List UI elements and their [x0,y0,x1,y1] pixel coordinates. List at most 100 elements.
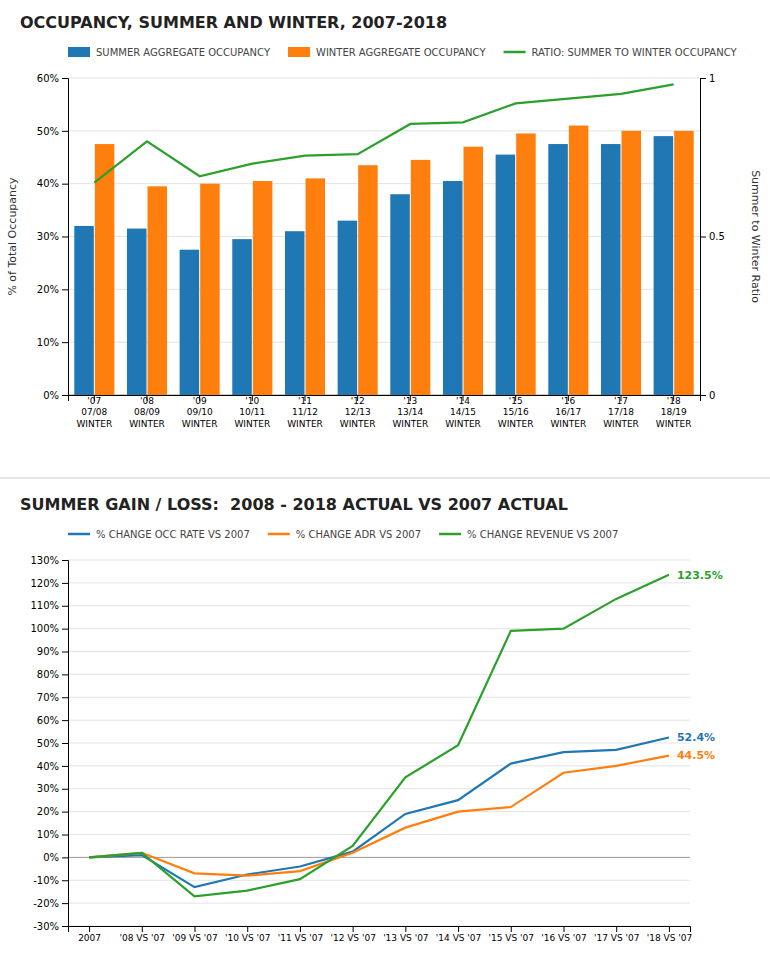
axis-line [701,79,707,396]
tick: '1010/11WINTER [234,395,270,429]
tick: 90% [37,646,68,657]
tick: '14 VS '07 [436,926,481,943]
legend-item: % CHANGE REVENUE VS 2007 [439,529,618,540]
tick-label: 50% [37,738,59,749]
tick-mark [62,184,68,185]
tick: '1515/16WINTER [498,395,534,429]
legend-label: % CHANGE REVENUE VS 2007 [467,529,618,540]
tick-mark [62,560,68,561]
tick: '11 VS '07 [278,926,323,943]
tick-label-line: WINTER [656,419,692,429]
tick: '1111/12WINTER [287,395,323,429]
legend-label: RATIO: SUMMER TO WINTER OCCUPANCY [532,47,738,58]
chart: OCCUPANCY, SUMMER AND WINTER, 2007-20180… [6,13,762,429]
tick-mark [62,743,68,744]
tick-label: '0808/09WINTER [129,396,165,429]
tick-mark [142,926,143,932]
tick-label: '1414/15WINTER [445,396,481,429]
y2-axis-title: Summer to Winter Ratio [749,170,762,303]
tick: 1 [700,73,715,84]
bar [253,181,273,395]
tick-label: 100% [30,623,59,634]
y-axis-title: % of Total Occupancy [6,177,19,296]
tick: '1414/15WINTER [445,395,481,429]
tick: -10% [33,875,68,886]
tick-mark [62,857,68,858]
axis-line [69,927,691,933]
tick-label: 120% [30,578,59,589]
tick-label: 60% [37,73,59,84]
tick: 60% [37,73,68,84]
tick-label-line: '12 [351,396,365,406]
chart-canvas: OCCUPANCY, SUMMER AND WINTER, 2007-20180… [0,0,770,971]
tick-label-line: 15/16 [503,407,529,417]
tick: 60% [37,715,68,726]
end-label: 52.4% [677,731,715,744]
tick: '13 VS '07 [383,926,428,943]
tick-label: -10% [33,875,59,886]
tick-label-line: '15 [509,396,523,406]
tick-label-line: 10/11 [239,407,265,417]
tick-label: 2007 [78,933,101,943]
tick-label-line: 07/08 [81,407,107,417]
tick-mark [62,926,68,927]
tick-mark [300,926,301,932]
tick-label: '0707/08WINTER [76,396,112,429]
grid-line [68,78,700,79]
legend-label: % CHANGE ADR VS 2007 [296,529,421,540]
tick-label-line: 12/13 [345,407,371,417]
tick-label-line: '16 [561,396,575,406]
tick: 10% [37,829,68,840]
tick-label: '1515/16WINTER [498,396,534,429]
tick: '1717/18WINTER [603,395,639,429]
tick-label: 40% [37,178,59,189]
tick-label: 40% [37,761,59,772]
grid-line [68,788,690,789]
tick-label: '0909/10WINTER [182,396,218,429]
tick-mark [62,674,68,675]
grid [68,78,700,395]
tick-label: 0 [709,390,715,401]
tick-label: '09 VS '07 [172,933,217,943]
grid-line [68,674,690,675]
legend-swatch [268,533,290,536]
tick-mark [62,606,68,607]
tick: '15 VS '07 [489,926,534,943]
grid-line [68,834,690,835]
tick: 0 [700,390,715,401]
tick-label: '18 VS '07 [647,933,692,943]
tick: -30% [33,921,68,932]
tick-label-line: '11 [298,396,312,406]
legend-swatch [288,47,310,57]
bar [285,231,305,395]
tick-label: '16 VS '07 [541,933,586,943]
axis-line [62,561,69,927]
tick-label: '1717/18WINTER [603,396,639,429]
bar [74,226,94,395]
grid [68,560,690,926]
tick-label-line: '07 [87,396,101,406]
tick-label-line: 18/19 [661,407,687,417]
tick: '18 VS '07 [647,926,692,943]
tick-label: '10 VS '07 [225,933,270,943]
tick: 10% [37,337,68,348]
tick-mark [62,395,68,396]
bar [654,136,674,395]
tick: '17 VS '07 [594,926,639,943]
tick-label-line: 08/09 [134,407,160,417]
tick-mark [62,812,68,813]
tick-mark [511,926,512,932]
tick-label-line: '13 [403,396,417,406]
legend-item: SUMMER AGGREGATE OCCUPANCY [68,47,271,58]
bar [180,250,200,395]
tick: 30% [37,783,68,794]
tick-label: '1616/17WINTER [550,396,586,429]
tick-mark [247,926,248,932]
tick-label-line: WINTER [445,419,481,429]
legend-swatch [504,51,526,54]
tick-mark [353,926,354,932]
tick-label-line: WINTER [287,419,323,429]
tick-mark [62,289,68,290]
tick-label: '14 VS '07 [436,933,481,943]
legend-swatch [68,533,90,536]
